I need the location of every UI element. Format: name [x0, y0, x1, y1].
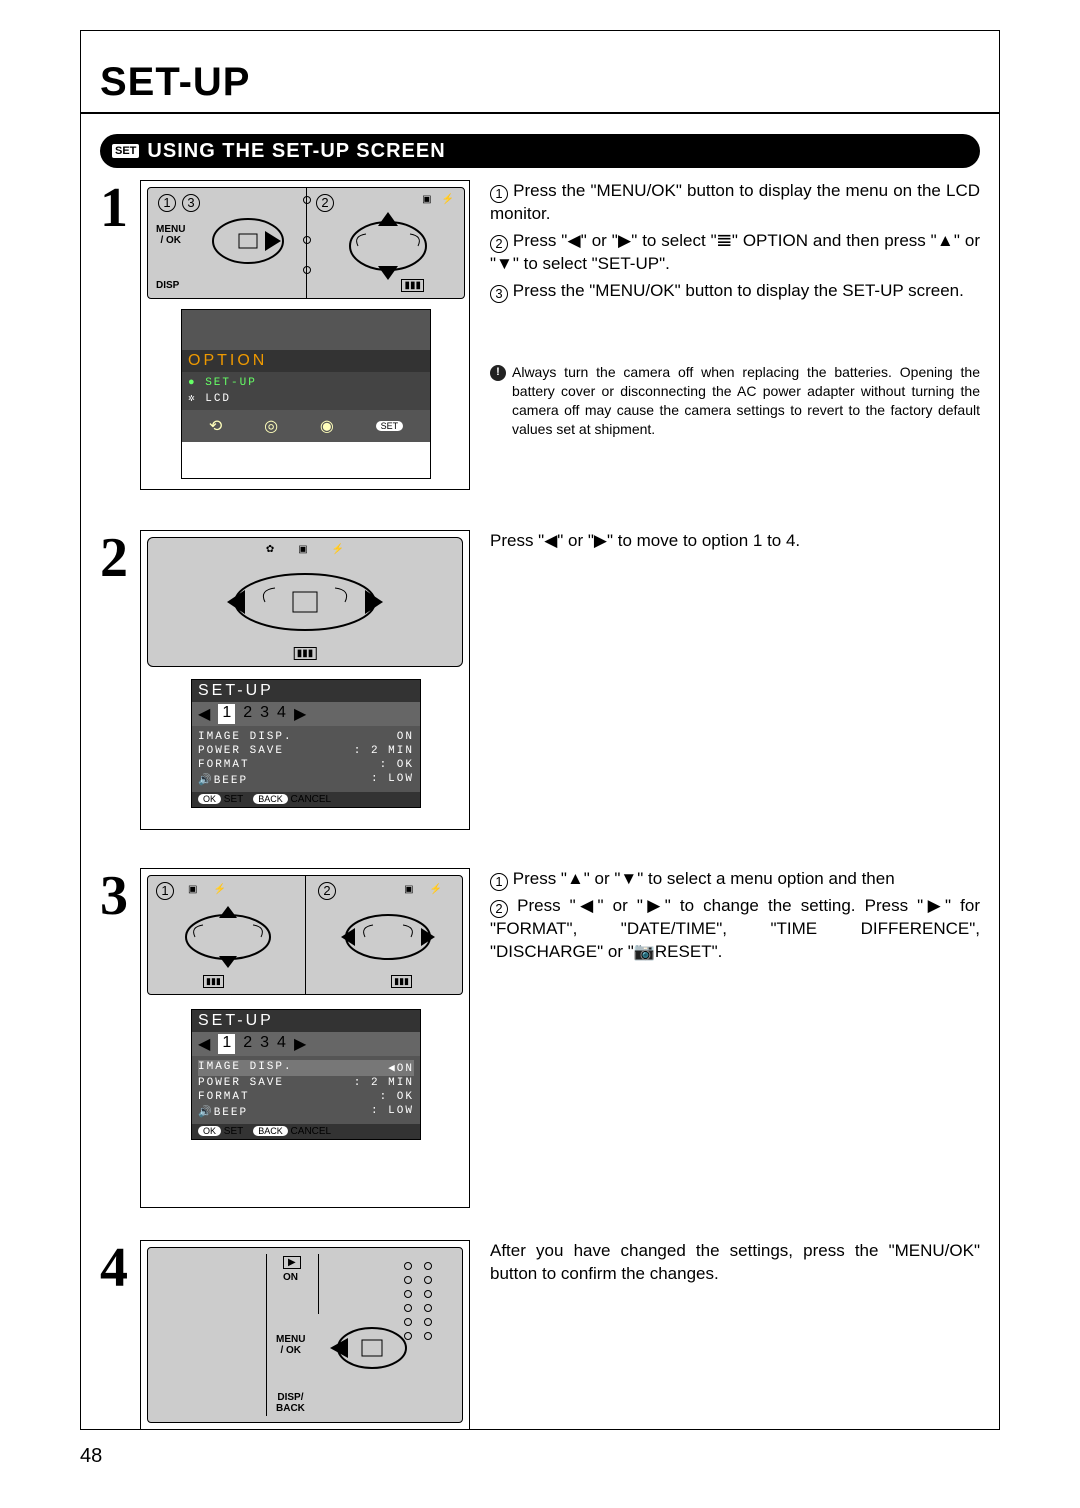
step-number: 2 — [100, 530, 140, 830]
arrow-left-icon — [312, 1318, 412, 1378]
screen-tabs: ◀ 1 2 3 4 ▶ — [192, 702, 420, 726]
circled-1: 1 — [158, 194, 176, 212]
disp-label: DISP — [156, 280, 179, 291]
setup-item: SET-UP — [205, 377, 257, 389]
step-3: 3 1 ▣ ⚡ ▮▮▮ 2 ▣ ⚡ — [100, 868, 980, 1208]
timer-icon: ◎ — [264, 416, 278, 436]
nav-left-icon: ⟲ — [209, 416, 222, 436]
step-number: 3 — [100, 868, 140, 1208]
step-2-text: Press "◀" or "▶" to move to option 1 to … — [470, 530, 980, 830]
banner-text: USING THE SET-UP SCREEN — [147, 140, 445, 163]
circled-2: 2 — [318, 882, 336, 900]
note: ! Always turn the camera off when replac… — [490, 363, 980, 439]
step-4-text: After you have changed the settings, pre… — [470, 1240, 980, 1430]
screen-header: SET-UP — [192, 680, 420, 702]
nav-updown-icon — [338, 206, 438, 286]
flash-icon: ⚡ — [332, 544, 344, 555]
card-icon: ▣ — [422, 194, 431, 205]
step-1: 1 1 3 MENU / OK DISP 2 ▣ ⚡ — [100, 180, 980, 490]
section-banner: SET USING THE SET-UP SCREEN — [100, 134, 980, 168]
option-header: OPTION — [182, 350, 430, 372]
step-3-text: 1 Press "▲" or "▼" to select a menu opti… — [470, 868, 980, 1208]
setup-screen: SET-UP ◀ 1 2 3 4 ▶ IMAGE DISP.ON POWER S… — [191, 679, 421, 808]
page-title: SET-UP — [100, 60, 250, 105]
circled-2: 2 — [316, 194, 334, 212]
menu-ok-label: MENU / OK — [156, 224, 185, 246]
diagram-1-screen: OPTION ● SET-UP ✲ LCD ⟲ ◎ ◉ SET — [181, 309, 431, 479]
set-badge-icon: SET — [376, 421, 404, 431]
nav-arrow-icon — [203, 206, 293, 276]
battery-icon: ▮▮▮ — [401, 279, 424, 292]
step-4: 4 ▶ ON MENU / OK DISP/ BACK — [100, 1240, 980, 1430]
screen-footer: OK SET BACK CANCEL — [192, 792, 420, 807]
page-number: 48 — [80, 1445, 102, 1468]
circled-3: 3 — [182, 194, 200, 212]
battery-icon: ▮▮▮ — [294, 647, 317, 660]
nav-lr-icon — [215, 562, 395, 642]
diagram-3: 1 ▣ ⚡ ▮▮▮ 2 ▣ ⚡ — [140, 868, 470, 1208]
disp-back-label: DISP/ BACK — [276, 1392, 305, 1414]
diagram-4: ▶ ON MENU / OK DISP/ BACK — [140, 1240, 470, 1430]
play-icon: ▶ — [283, 1256, 301, 1269]
diagram-1: 1 3 MENU / OK DISP 2 ▣ ⚡ — [140, 180, 470, 490]
banner-badge: SET — [112, 144, 139, 158]
step-number: 4 — [100, 1240, 140, 1430]
nav-ud-icon — [173, 902, 283, 972]
menu-ok-label: MENU / OK — [276, 1334, 305, 1356]
caution-icon: ! — [490, 365, 506, 381]
lcd-item: LCD — [205, 393, 231, 405]
circled-1: 1 — [156, 882, 174, 900]
step-number: 1 — [100, 180, 140, 490]
setup-screen-3: SET-UP ◀ 1 2 3 4 ▶ IMAGE DISP.◀ON POWER … — [191, 1009, 421, 1140]
camera-icon: ◉ — [320, 416, 334, 436]
flash-icon: ⚡ — [442, 194, 454, 205]
title-rule — [80, 112, 1000, 114]
on-label: ON — [283, 1272, 298, 1283]
macro-icon: ✿ — [266, 544, 274, 555]
diagram-2: ✿ ▣ ⚡ ▮▮▮ SET-UP ◀ 1 2 — [140, 530, 470, 830]
step-2: 2 ✿ ▣ ⚡ ▮▮▮ SET-UP — [100, 530, 980, 830]
nav-lr-icon — [333, 902, 443, 972]
step-1-text: 1 Press the "MENU/OK" button to display … — [470, 180, 980, 490]
card-icon: ▣ — [298, 544, 307, 555]
